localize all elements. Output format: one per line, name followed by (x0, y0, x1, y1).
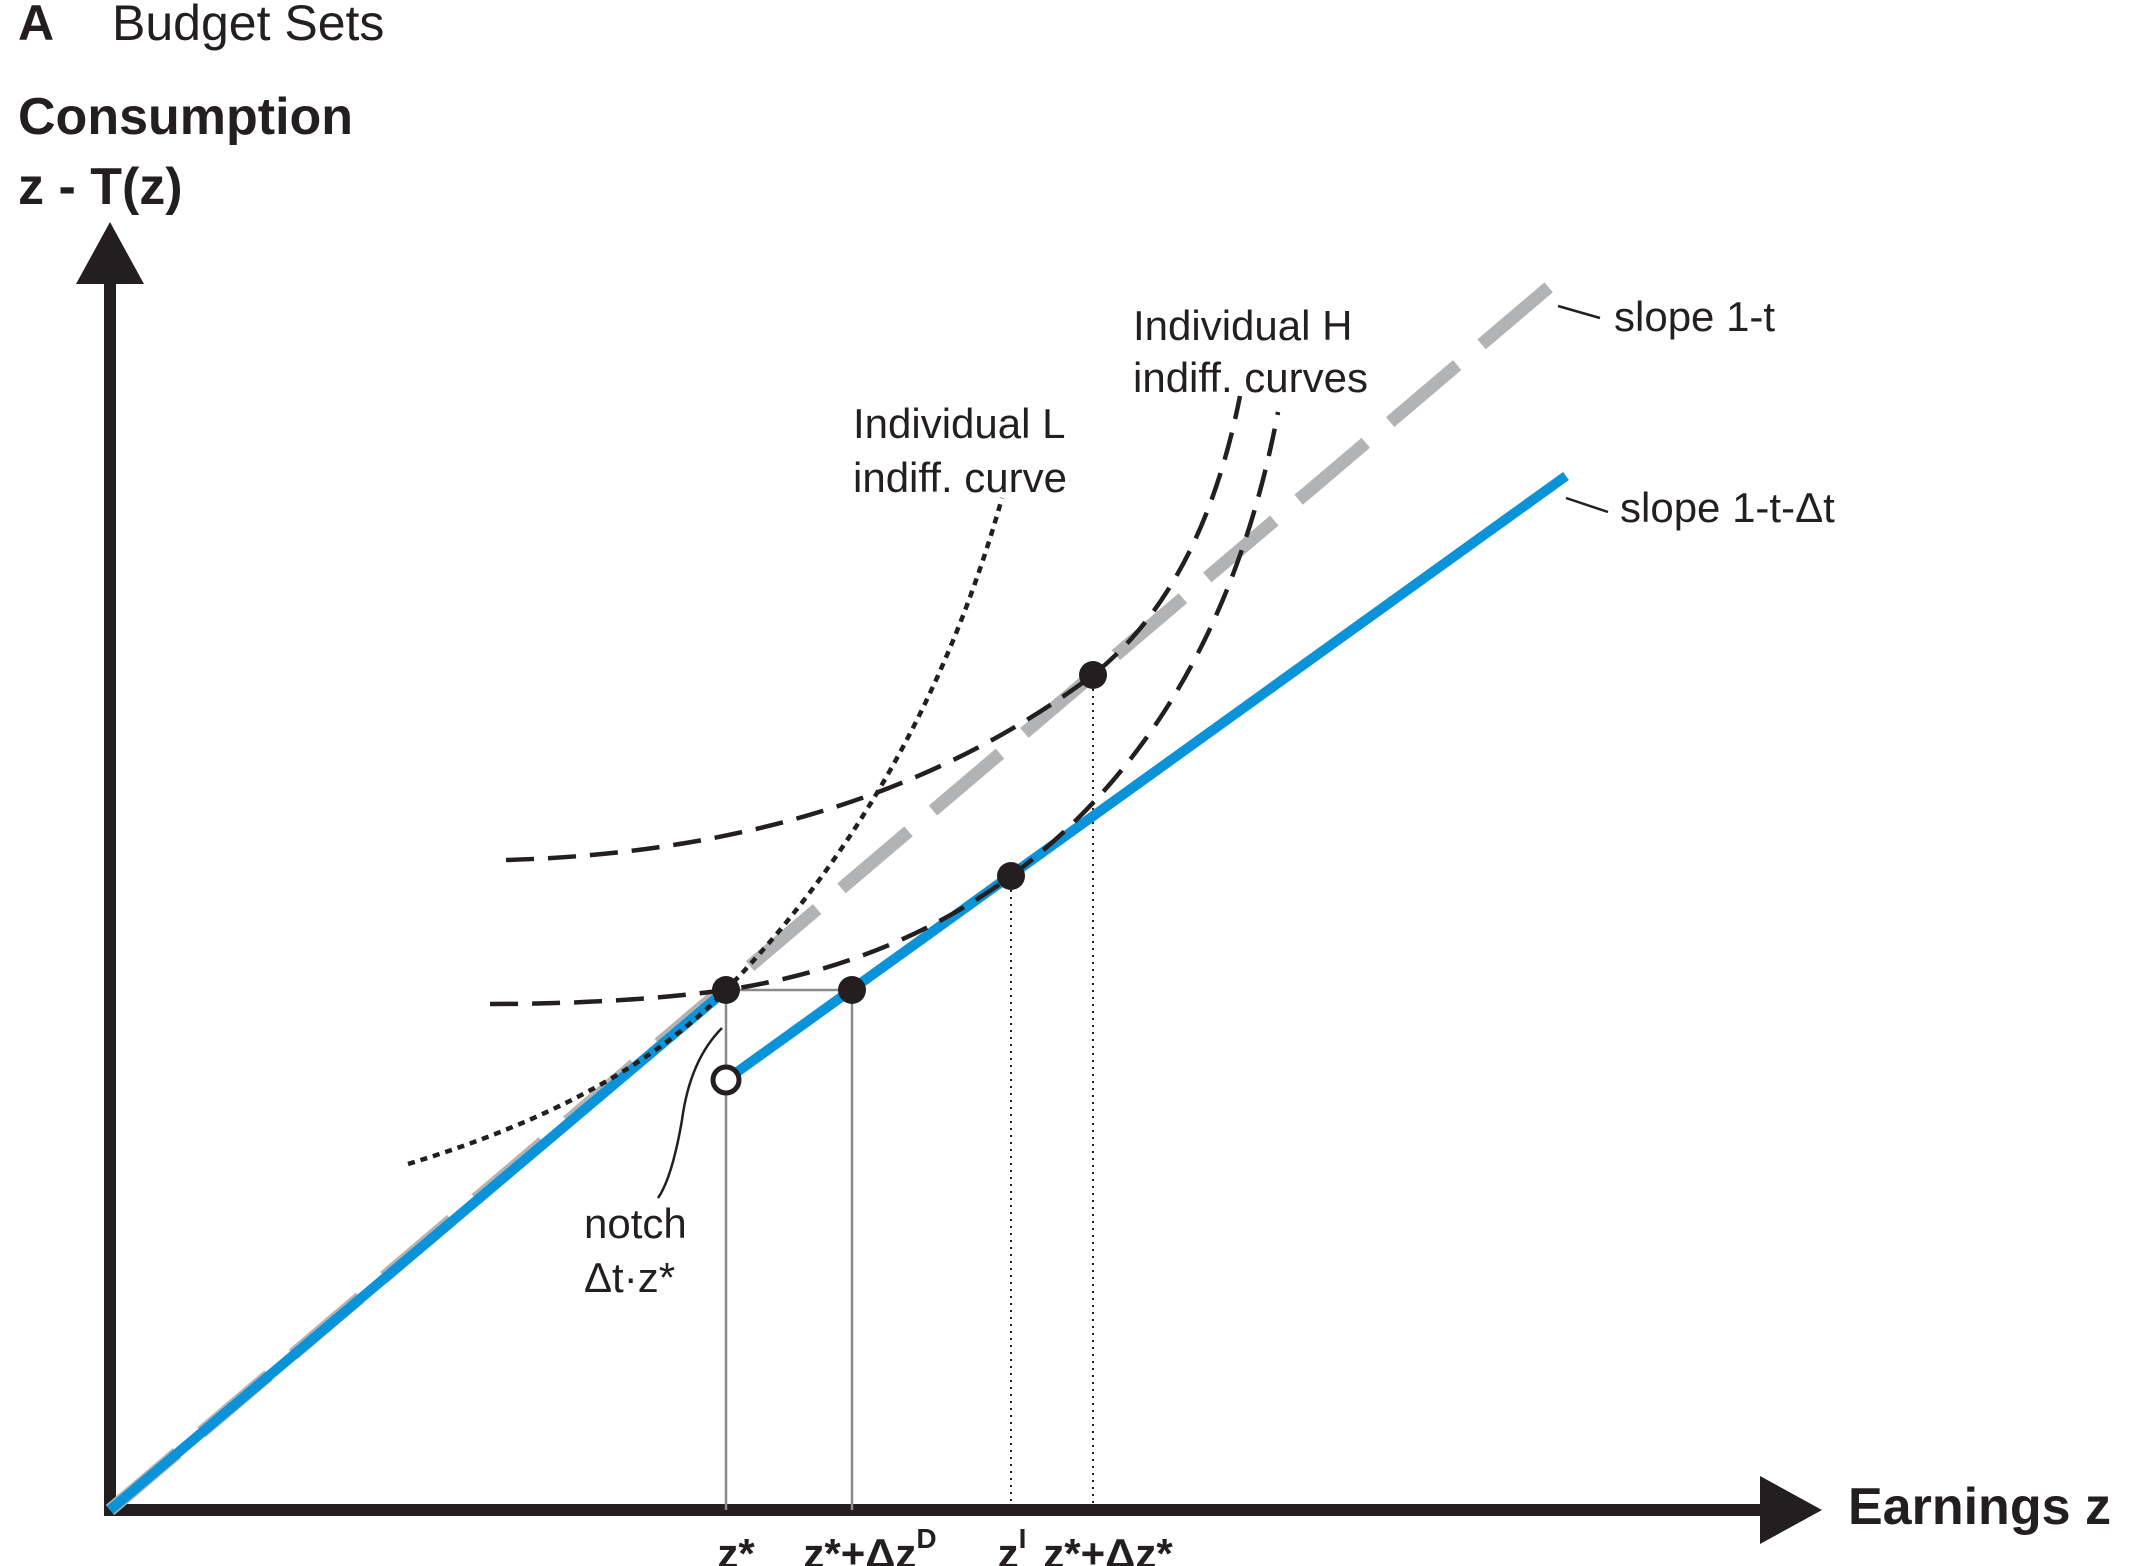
panel-letter: A (18, 0, 54, 51)
leader-slope-1-t (1557, 304, 1601, 320)
tick-z-star-plus-dz-star: z*+Δz* (1043, 1530, 1173, 1566)
indiff-curve-individual-H-2 (505, 395, 1243, 863)
point-zI (997, 862, 1025, 890)
tick-zI-sup: I (1019, 1523, 1027, 1554)
point-notch-open (710, 1064, 742, 1096)
tick-z-star-plus-dzD: z*+ΔzD (803, 1523, 936, 1566)
label-notch-line2: Δt·z* (584, 1254, 675, 1301)
tick-z-star-plus-dzD-sup: D (916, 1523, 936, 1554)
indiff-curve-individual-L (407, 497, 1005, 1167)
y-axis-label-line1: Consumption (18, 88, 353, 146)
point-z-star (712, 976, 740, 1004)
point-z-star-plus-dz-star (1079, 661, 1107, 689)
leader-slope-1-t-dt (1565, 496, 1609, 514)
indiff-curve-individual-H-1 (489, 411, 1281, 1007)
leader-notch (656, 1027, 723, 1199)
budget-line-notched-blue (106, 986, 730, 1514)
label-individual-L-line2: indiff. curve (853, 454, 1067, 501)
point-z-star-plus-dzD (838, 976, 866, 1004)
label-notch-line1: notch (584, 1200, 687, 1247)
y-axis-arrow (76, 222, 144, 284)
tick-zI: zI (998, 1523, 1027, 1566)
tick-z-star-plus-dzD-base: z*+Δz (803, 1530, 916, 1566)
y-axis-label-line2: z - T(z) (18, 158, 183, 216)
x-axis-label: Earnings z (1848, 1478, 2111, 1536)
label-individual-L-line1: Individual L (853, 400, 1065, 447)
budget-line-slope-1-t-dt (723, 471, 1569, 1085)
tick-zI-base: z (998, 1530, 1019, 1566)
x-axis-arrow (1760, 1476, 1822, 1544)
label-individual-H-line1: Individual H (1133, 302, 1352, 349)
label-slope-1-t: slope 1-t (1614, 293, 1775, 340)
label-individual-H-line2: indiff. curves (1133, 354, 1368, 401)
panel-title: Budget Sets (112, 0, 384, 51)
label-slope-1-t-dt: slope 1-t-Δt (1620, 484, 1835, 531)
tick-z-star: z* (717, 1530, 755, 1566)
